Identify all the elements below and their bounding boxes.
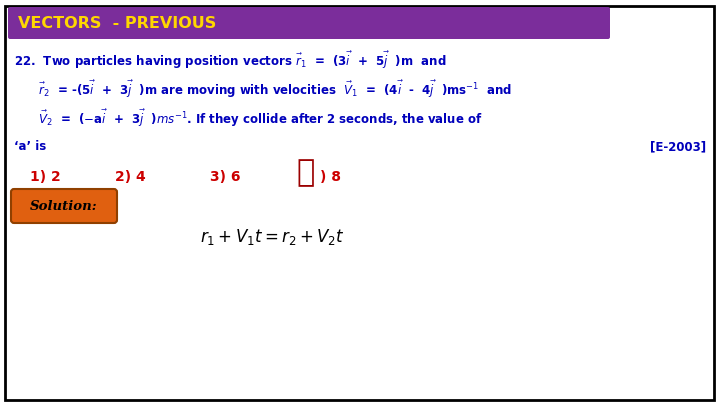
FancyBboxPatch shape [5,6,714,400]
Text: 2) 4: 2) 4 [115,170,145,184]
FancyBboxPatch shape [11,189,117,223]
Text: ) 8: ) 8 [320,170,341,184]
Text: 3) 6: 3) 6 [210,170,240,184]
Text: 1) 2: 1) 2 [30,170,60,184]
Text: Solution:: Solution: [30,200,98,213]
Text: ‘a’ is: ‘a’ is [14,141,46,153]
Text: $\vec{r}_2$  = -(5$\vec{i}$  +  3$\vec{j}$  )m are moving with velocities  $\vec: $\vec{r}_2$ = -(5$\vec{i}$ + 3$\vec{j}$ … [14,79,512,100]
Text: VECTORS  - PREVIOUS: VECTORS - PREVIOUS [18,15,216,30]
FancyBboxPatch shape [8,7,610,39]
Text: ✔: ✔ [296,158,314,188]
Text: [E-2003]: [E-2003] [650,141,706,153]
Text: 22.  Two particles having position vectors $\vec{r}_1$  =  (3$\vec{i}$  +  5$\ve: 22. Two particles having position vector… [14,49,446,70]
Text: $\vec{V}_2$  =  ($-$a$\vec{i}$  +  3$\vec{j}$  )$ms^{-1}$. If they collide after: $\vec{V}_2$ = ($-$a$\vec{i}$ + 3$\vec{j}… [14,107,482,128]
Text: $r_1 + V_1 t = r_2 + V_2 t$: $r_1 + V_1 t = r_2 + V_2 t$ [200,227,345,247]
